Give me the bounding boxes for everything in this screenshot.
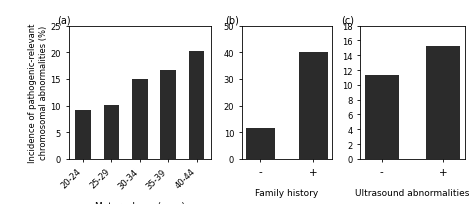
X-axis label: Family history: Family history — [255, 188, 319, 197]
X-axis label: Ultrasound abnormalities: Ultrasound abnormalities — [355, 188, 470, 197]
Bar — [299, 53, 328, 159]
Bar — [75, 110, 91, 159]
Bar — [246, 129, 275, 159]
Bar — [132, 80, 147, 159]
Bar — [426, 47, 460, 159]
Bar — [365, 76, 399, 159]
Text: (b): (b) — [226, 16, 239, 26]
Text: (a): (a) — [57, 16, 71, 26]
Bar — [189, 52, 204, 159]
Bar — [160, 71, 176, 159]
Bar — [104, 105, 119, 159]
X-axis label: Maternal age (year): Maternal age (year) — [95, 201, 185, 204]
Y-axis label: Incidence of pathogenic-relevant
chromosomal abnormalities (%): Incidence of pathogenic-relevant chromos… — [28, 23, 48, 162]
Text: (c): (c) — [341, 16, 355, 26]
